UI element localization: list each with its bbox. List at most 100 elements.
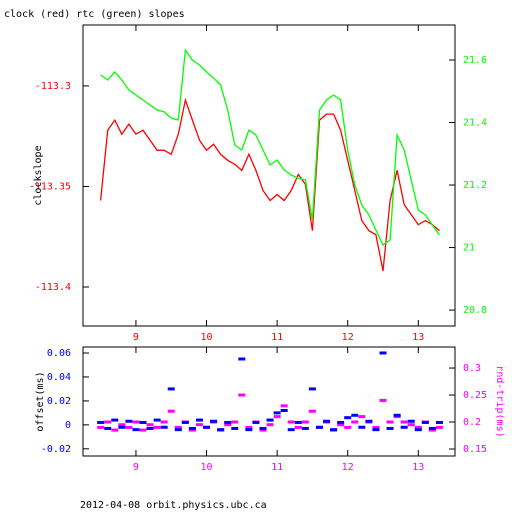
point	[372, 425, 380, 429]
y-axis-label: offset(ms)	[35, 371, 46, 431]
point	[273, 411, 281, 415]
point	[400, 420, 408, 424]
y2-tick-label: 0.2	[463, 417, 481, 428]
point	[428, 428, 436, 432]
point	[238, 357, 246, 361]
y-tick-label: -113.3	[35, 81, 71, 92]
series-line	[99, 97, 440, 272]
point	[111, 418, 119, 422]
point	[245, 425, 253, 429]
point	[351, 420, 359, 424]
y2-tick-label: 21	[463, 243, 475, 254]
point	[174, 428, 182, 432]
plot-frame	[82, 346, 456, 457]
point	[386, 420, 394, 424]
x-tick-label: 9	[133, 462, 139, 473]
y-tick-label: -0.02	[41, 444, 71, 455]
point	[195, 423, 203, 427]
point	[323, 419, 331, 423]
point	[153, 418, 161, 422]
point	[301, 420, 309, 424]
point	[294, 420, 302, 424]
point	[414, 425, 422, 429]
point	[273, 415, 281, 419]
point	[308, 387, 316, 391]
y2-tick-label: 0.15	[463, 444, 487, 455]
point	[365, 419, 373, 423]
point	[315, 425, 323, 429]
point	[245, 428, 253, 432]
point	[217, 428, 225, 432]
point	[231, 426, 239, 430]
point	[266, 423, 274, 427]
point	[125, 425, 133, 429]
point	[421, 420, 429, 424]
y2-tick-label: 21.4	[463, 118, 487, 129]
point	[104, 420, 112, 424]
point	[337, 423, 345, 427]
y2-tick-label: 21.2	[463, 180, 487, 191]
point	[287, 420, 295, 424]
footer: 2012-04-08 orbit.physics.ubc.ca	[80, 500, 267, 511]
point	[132, 428, 140, 432]
point	[386, 426, 394, 430]
point	[266, 418, 274, 422]
point	[231, 420, 239, 424]
point	[358, 415, 366, 419]
point	[188, 426, 196, 430]
point	[132, 420, 140, 424]
point	[104, 426, 112, 430]
point	[287, 428, 295, 432]
y2-tick-label: 0.25	[463, 390, 487, 401]
point	[337, 420, 345, 424]
point	[118, 425, 126, 429]
point	[97, 425, 105, 429]
x-tick-label: 12	[342, 332, 354, 343]
point	[379, 398, 387, 402]
point	[153, 425, 161, 429]
point	[344, 416, 352, 420]
point	[174, 425, 182, 429]
point	[203, 425, 211, 429]
x-tick-label: 13	[412, 462, 424, 473]
point	[379, 351, 387, 355]
point	[280, 408, 288, 412]
point	[435, 425, 443, 429]
x-tick-label: 10	[201, 332, 213, 343]
point	[210, 419, 218, 423]
point	[125, 419, 133, 423]
point	[139, 420, 147, 424]
y-tick-label: 0.06	[47, 348, 71, 359]
point	[372, 428, 380, 432]
point	[160, 420, 168, 424]
point	[344, 425, 352, 429]
y-tick-label: 0	[65, 420, 71, 431]
series-line	[100, 48, 441, 246]
x-tick-label: 9	[133, 332, 139, 343]
y-tick-label: 0.04	[47, 372, 71, 383]
point	[97, 420, 105, 424]
y-tick-label: -113.4	[35, 282, 71, 293]
point	[167, 409, 175, 413]
point	[195, 418, 203, 422]
point	[351, 413, 359, 417]
point	[330, 428, 338, 432]
y2-tick-label: 0.3	[463, 363, 481, 374]
point	[294, 425, 302, 429]
point	[160, 425, 168, 429]
point	[146, 423, 154, 427]
point	[259, 426, 267, 430]
point	[414, 428, 422, 432]
plot-frame	[82, 24, 456, 327]
x-tick-label: 11	[271, 462, 283, 473]
point	[280, 404, 288, 408]
point	[407, 423, 415, 427]
y-axis-label: clockslope	[33, 145, 44, 205]
point	[301, 426, 309, 430]
point	[146, 426, 154, 430]
point	[407, 419, 415, 423]
point	[308, 409, 316, 413]
x-tick-label: 12	[342, 462, 354, 473]
point	[393, 413, 401, 417]
y-tick-label: 0.02	[47, 396, 71, 407]
